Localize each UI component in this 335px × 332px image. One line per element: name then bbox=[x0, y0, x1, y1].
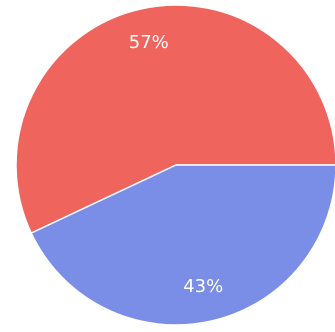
pie-labels: 57% 43% bbox=[129, 32, 223, 297]
pie-slice-2 bbox=[30, 164, 335, 326]
pie-slice-1 bbox=[15, 4, 335, 235]
pie-slice-label-2: 43% bbox=[183, 276, 223, 297]
pie-slice-label-1: 57% bbox=[129, 32, 169, 53]
pie-slices bbox=[15, 4, 335, 326]
